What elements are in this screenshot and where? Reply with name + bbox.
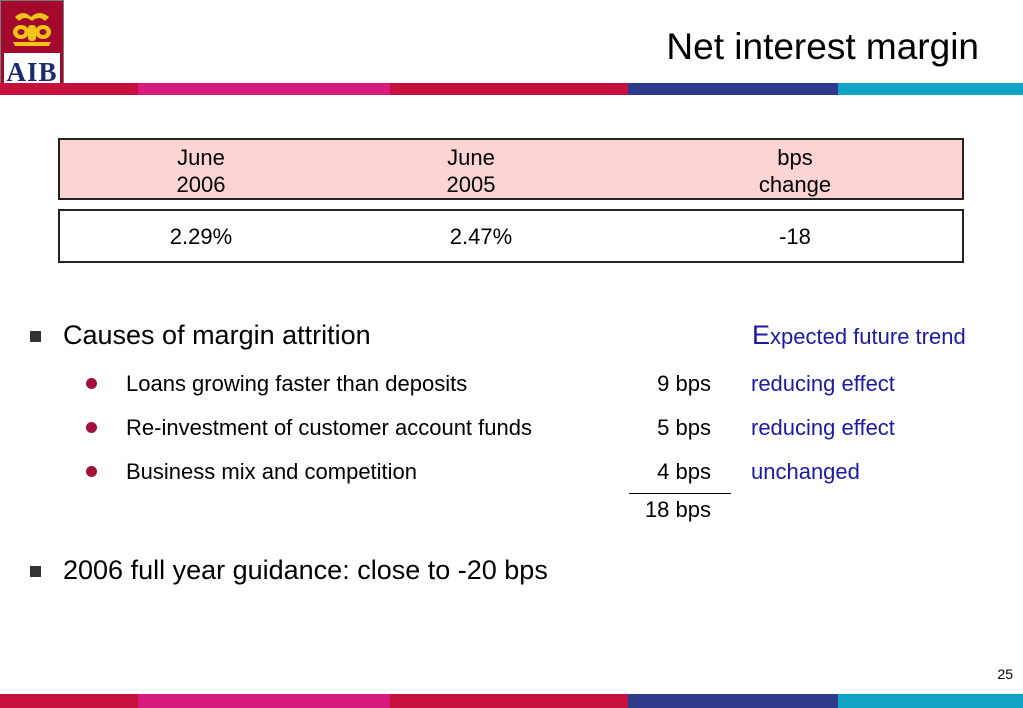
header-line: change: [758, 172, 832, 197]
value-cell-2005: 2.47%: [449, 224, 513, 249]
aib-logo: AIB: [0, 0, 64, 95]
square-bullet-icon: [30, 566, 41, 577]
header-line: bps: [777, 145, 813, 170]
round-bullet-icon: [86, 422, 97, 433]
trend-heading: Expected future trend: [752, 320, 966, 351]
cause-item-bps: 9 bps: [657, 371, 711, 396]
top-color-stripe: [0, 83, 1023, 95]
header-cell-june-2005: June 2005: [426, 144, 516, 198]
header-line: 2005: [446, 172, 496, 197]
table-values-row: 2.29% 2.47% -18: [58, 209, 964, 263]
round-bullet-icon: [86, 466, 97, 477]
aib-emblem-icon: [13, 13, 51, 46]
header-cell-june-2006: June 2006: [156, 144, 246, 198]
stripe-segment: [390, 694, 628, 708]
header-line: June: [177, 145, 225, 170]
header-line: June: [447, 145, 495, 170]
round-bullet-icon: [86, 378, 97, 389]
cause-item-label: Business mix and competition: [126, 459, 418, 484]
value-cell-change: -18: [779, 224, 811, 249]
stripe-segment: [138, 694, 390, 708]
table-header-row: June 2006 June 2005 bps change: [58, 138, 964, 200]
page-title: Net interest margin: [666, 26, 979, 67]
stripe-segment: [390, 83, 628, 95]
stripe-segment: [138, 83, 390, 95]
page-number: 25: [997, 666, 1013, 682]
stripe-segment: [838, 83, 1023, 95]
stripe-segment: [628, 694, 838, 708]
value-cell-2006: 2.29%: [169, 224, 233, 249]
causes-heading: Causes of margin attrition: [63, 320, 371, 350]
cause-item-label: Loans growing faster than deposits: [126, 371, 468, 396]
header-cell-bps-change: bps change: [740, 144, 850, 198]
cause-item-trend: unchanged: [751, 459, 860, 484]
bottom-color-stripe: [0, 694, 1023, 708]
stripe-segment: [0, 694, 138, 708]
guidance-text: 2006 full year guidance: close to -20 bp…: [63, 555, 548, 585]
header-line: 2006: [176, 172, 226, 197]
cause-item-label: Re-investment of customer account funds: [126, 415, 532, 440]
trend-heading-rest: xpected future trend: [770, 324, 966, 349]
cause-item-trend: reducing effect: [751, 415, 895, 440]
stripe-segment: [838, 694, 1023, 708]
causes-total: 18 bps: [644, 497, 711, 522]
cause-item-bps: 4 bps: [657, 459, 711, 484]
stripe-segment: [628, 83, 838, 95]
total-divider: [629, 493, 731, 494]
cause-item-bps: 5 bps: [657, 415, 711, 440]
stripe-segment: [0, 83, 138, 95]
square-bullet-icon: [30, 331, 41, 342]
cause-item-trend: reducing effect: [751, 371, 895, 396]
trend-heading-initial: E: [752, 320, 771, 350]
